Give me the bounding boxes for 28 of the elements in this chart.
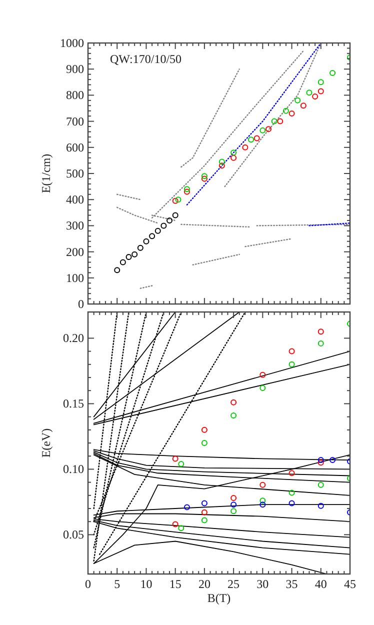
y-tick-label: 0.15 xyxy=(63,396,84,411)
y-axis-title: E(1/cm) xyxy=(39,154,53,194)
x-tick-label: 40 xyxy=(314,577,327,591)
x-axis-title: B(T) xyxy=(207,591,231,605)
y-tick-label: 800 xyxy=(66,88,84,102)
x-tick-label: 25 xyxy=(228,577,240,591)
x-tick-label: 45 xyxy=(344,577,356,591)
y-tick-label: 1000 xyxy=(60,36,84,50)
y-tick-label: 0.10 xyxy=(63,462,84,476)
y-tick-label: 600 xyxy=(66,140,84,154)
y-tick-label: 0.05 xyxy=(63,528,84,542)
x-tick-label: 20 xyxy=(198,577,210,591)
y-tick-label: 100 xyxy=(66,270,84,285)
y-tick-label: 500 xyxy=(66,166,84,180)
y-tick-label: 0.20 xyxy=(63,331,84,346)
y-tick-label: 900 xyxy=(66,62,84,76)
x-tick-label: 30 xyxy=(256,577,269,591)
y-tick-label: 400 xyxy=(66,192,84,207)
x-tick-label: 5 xyxy=(114,577,120,591)
y-axis-title: E(eV) xyxy=(39,428,53,458)
annotation: QW:170/10/50 xyxy=(110,52,182,66)
y-tick-label: 300 xyxy=(66,218,84,233)
x-tick-label: 15 xyxy=(169,577,182,591)
y-tick-label: 700 xyxy=(66,114,84,128)
x-tick-label: 10 xyxy=(140,577,152,591)
y-tick-label: 0 xyxy=(78,297,84,311)
x-tick-label: 35 xyxy=(286,577,298,591)
y-tick-label: 200 xyxy=(66,244,84,259)
